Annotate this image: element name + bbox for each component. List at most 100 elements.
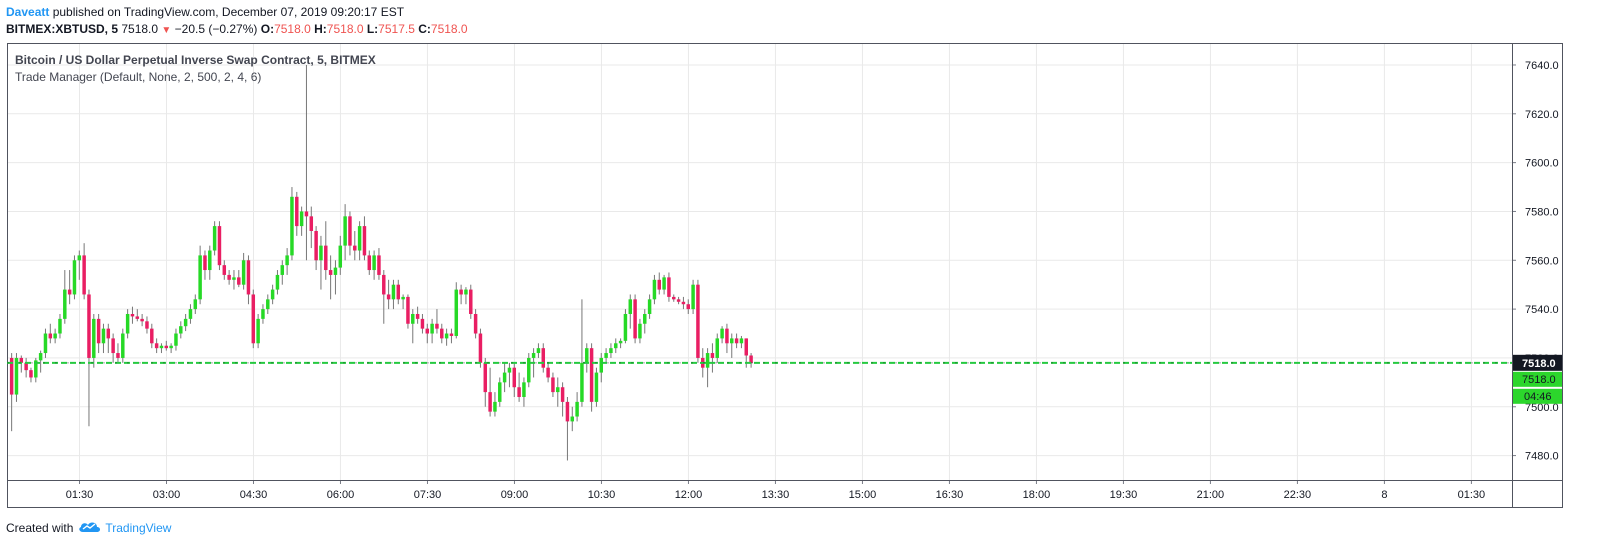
price-change: −20.5 (−0.27%) <box>174 22 258 36</box>
chart-background <box>7 43 1563 508</box>
candle-down <box>67 289 72 295</box>
candle-down <box>377 255 381 275</box>
candle-up <box>193 299 198 310</box>
candle-down <box>386 294 391 300</box>
low-label: L: <box>366 22 379 36</box>
candle-down <box>164 345 169 349</box>
candle-down <box>237 277 241 285</box>
candle-down <box>565 401 570 422</box>
candle-up <box>285 255 289 266</box>
candle-down <box>246 260 251 295</box>
candle-up <box>464 289 468 295</box>
candle-up <box>705 353 710 368</box>
candle-up <box>609 348 613 354</box>
x-tick-label: 01:30 <box>1458 489 1486 501</box>
candle-down <box>348 216 352 246</box>
candle-down <box>111 338 115 354</box>
candle-down <box>309 216 314 231</box>
candle-up <box>270 289 275 300</box>
candle-down <box>473 313 478 334</box>
candle-up <box>280 265 285 275</box>
candle-up <box>261 309 265 319</box>
tradingview-link[interactable]: TradingView <box>105 520 172 535</box>
x-tick-label: 21:00 <box>1197 489 1225 501</box>
candle-up <box>411 313 415 324</box>
candle-down <box>696 284 700 358</box>
y-tick-label: 7640.0 <box>1525 60 1559 72</box>
candle-up <box>502 372 507 383</box>
candle-up <box>266 299 270 310</box>
close-label: C: <box>418 22 431 36</box>
candle-down <box>749 355 753 363</box>
x-tick-label: 07:30 <box>414 489 442 501</box>
chart-title: Bitcoin / US Dollar Perpetual Inverse Sw… <box>15 53 376 67</box>
candle-up <box>618 340 623 344</box>
candle-up <box>241 260 246 285</box>
candle-down <box>367 255 372 271</box>
candle-up <box>643 313 647 324</box>
candle-up <box>594 372 599 402</box>
candle-up <box>493 401 497 412</box>
candle-up <box>357 226 362 251</box>
candle-down <box>87 294 91 358</box>
candle-down <box>203 255 207 271</box>
x-tick-label: 18:00 <box>1023 489 1051 501</box>
x-tick-label: 06:00 <box>327 489 355 501</box>
candle-down <box>304 211 309 217</box>
indicator-legend[interactable]: Trade Manager (Default, None, 2, 500, 2,… <box>15 70 262 84</box>
candle-up <box>691 284 695 310</box>
candle-up <box>522 382 526 397</box>
candle-down <box>106 328 111 339</box>
candle-up <box>53 333 57 339</box>
candle-up <box>183 318 188 327</box>
x-tick-label: 13:30 <box>762 489 790 501</box>
candle-down <box>19 357 24 363</box>
countdown-label: 04:46 <box>1524 391 1552 403</box>
candle-down <box>314 230 318 261</box>
candle-down <box>488 392 492 412</box>
candle-down <box>217 226 222 266</box>
candle-up <box>92 318 96 358</box>
candle-down <box>686 304 691 310</box>
price-chart[interactable]: 7640.07620.07600.07580.07560.07540.07520… <box>7 43 1563 508</box>
candle-up <box>58 318 62 334</box>
chart-container[interactable]: 7640.07620.07600.07580.07560.07540.07520… <box>7 43 1563 513</box>
candle-up <box>77 255 82 261</box>
candle-up <box>604 353 608 358</box>
candle-up <box>198 255 202 300</box>
candle-down <box>227 274 231 280</box>
published-text: published on TradingView.com, December 0… <box>49 5 405 19</box>
candle-down <box>382 274 386 295</box>
x-tick-label: 03:00 <box>153 489 181 501</box>
candle-up <box>101 328 106 344</box>
candle-down <box>154 343 159 349</box>
candle-up <box>338 245 343 268</box>
candle-up <box>179 326 183 334</box>
created-with-text: Created with <box>6 520 74 535</box>
y-tick-label: 7480.0 <box>1525 451 1559 463</box>
candle-up <box>72 260 77 295</box>
candle-down <box>734 338 739 344</box>
open-label: O: <box>260 22 275 36</box>
x-tick-label: 22:30 <box>1284 489 1312 501</box>
candle-down <box>672 296 676 300</box>
candle-up <box>623 313 628 341</box>
candle-down <box>251 294 256 344</box>
candle-down <box>135 316 140 319</box>
candle-up <box>720 328 724 339</box>
candle-up <box>430 323 434 334</box>
tradingview-cloud-icon <box>77 519 101 536</box>
candle-down <box>478 333 483 363</box>
y-tick-label: 7580.0 <box>1525 206 1559 218</box>
candle-down <box>353 245 357 251</box>
x-tick-label: 15:00 <box>849 489 877 501</box>
candle-down <box>116 353 120 358</box>
author-link[interactable]: Daveatt <box>6 5 50 19</box>
candle-up <box>159 345 164 349</box>
last-price: 7518.0 <box>121 22 159 36</box>
y-tick-label: 7620.0 <box>1525 109 1559 121</box>
candle-down <box>667 277 671 297</box>
last-price-label: 7518.0 <box>1522 358 1556 370</box>
candle-down <box>589 348 594 402</box>
candle-down <box>406 296 410 324</box>
